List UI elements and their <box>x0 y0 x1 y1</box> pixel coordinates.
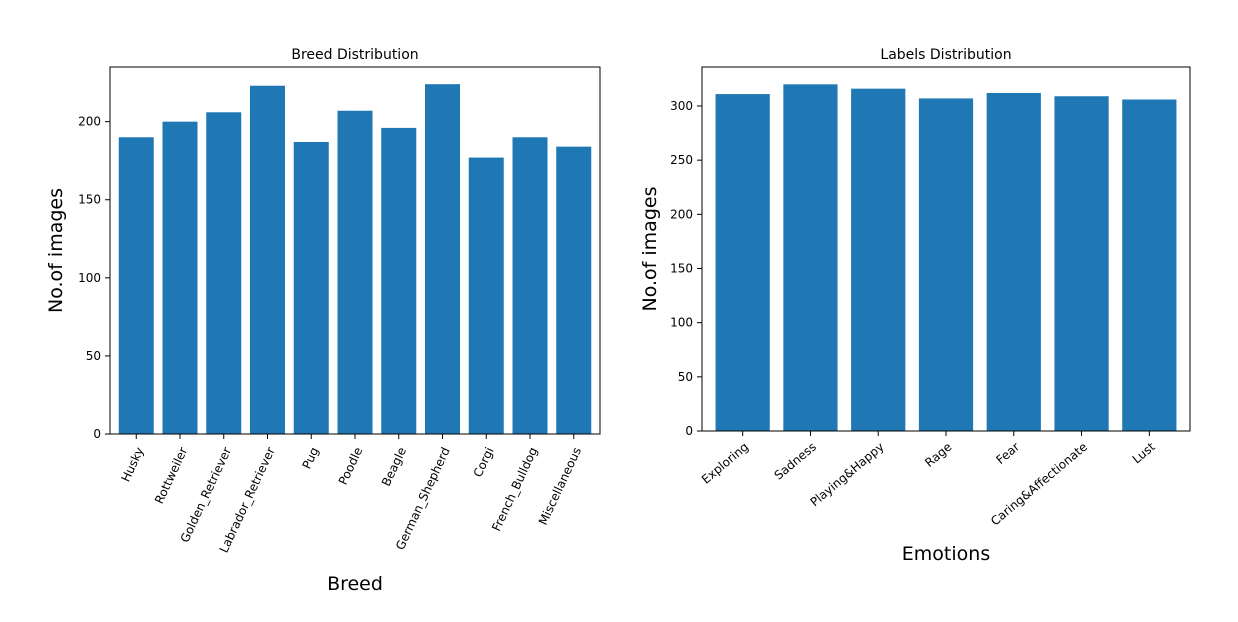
x-axis-label: Emotions <box>902 543 990 565</box>
x-tick-label: French_Bulldog <box>489 445 540 533</box>
bar-playing-happy <box>851 88 906 432</box>
y-tick-label: 300 <box>670 99 693 113</box>
bar-labrador-retriever <box>250 85 285 435</box>
y-tick-label: 100 <box>670 316 693 330</box>
x-tick-label: Sadness <box>772 440 819 483</box>
x-tick-label: Miscellaneous <box>536 445 584 527</box>
bar-beagle <box>381 127 417 435</box>
bar-lust <box>1122 99 1177 431</box>
y-tick-label: 200 <box>78 115 101 129</box>
bar-golden-retriever <box>206 112 242 434</box>
y-tick-label: 50 <box>86 349 101 363</box>
breed-distribution-chart: Breed Distribution Breed No.of images 0 5… <box>45 47 601 595</box>
bar-fear <box>986 93 1041 431</box>
bar-french-bulldog <box>512 137 548 434</box>
x-tick-label: Exploring <box>699 440 751 487</box>
x-tick-label: Husky <box>118 445 146 484</box>
bar-caring-affectionate <box>1054 96 1109 431</box>
bar-rage <box>918 98 974 432</box>
bar-german-shepherd <box>425 84 460 435</box>
y-tick-label: 200 <box>670 207 693 221</box>
x-tick-label: Beagle <box>379 445 409 488</box>
x-tick-label: Poodle <box>336 445 366 487</box>
x-axis-label: Breed <box>327 573 383 595</box>
bar-pug <box>293 141 329 434</box>
y-axis-label: No.of images <box>45 188 67 313</box>
x-tick-label: Corgi <box>471 445 497 479</box>
bar-husky <box>118 137 154 434</box>
y-tick-label: 0 <box>685 424 693 438</box>
y-tick-label: 50 <box>678 370 693 384</box>
x-tick-label: Playing&Happy <box>808 440 887 510</box>
x-tick-label: Fear <box>993 440 1022 467</box>
chart-title: Breed Distribution <box>291 47 418 63</box>
y-axis-label: No.of images <box>639 187 661 312</box>
bar-exploring <box>715 94 770 431</box>
x-tick-label: Pug <box>300 445 322 471</box>
labels-distribution-chart: Labels Distribution Emotions No.of image… <box>639 47 1191 565</box>
bar-rottweiler <box>162 121 198 434</box>
bar-sadness <box>783 84 838 431</box>
y-tick-label: 0 <box>93 427 101 441</box>
y-tick-label: 100 <box>78 271 101 285</box>
bar-corgi <box>468 157 504 434</box>
x-tick-label: Lust <box>1130 439 1158 466</box>
bar-poodle <box>337 110 373 434</box>
x-tick-label: Rottweiler <box>152 445 190 506</box>
bar-miscellaneous <box>556 146 592 435</box>
y-tick-label: 150 <box>78 193 101 207</box>
y-tick-label: 150 <box>670 262 693 276</box>
y-tick-label: 250 <box>670 153 693 167</box>
chart-title: Labels Distribution <box>880 47 1011 63</box>
x-tick-label: Rage <box>922 440 954 470</box>
